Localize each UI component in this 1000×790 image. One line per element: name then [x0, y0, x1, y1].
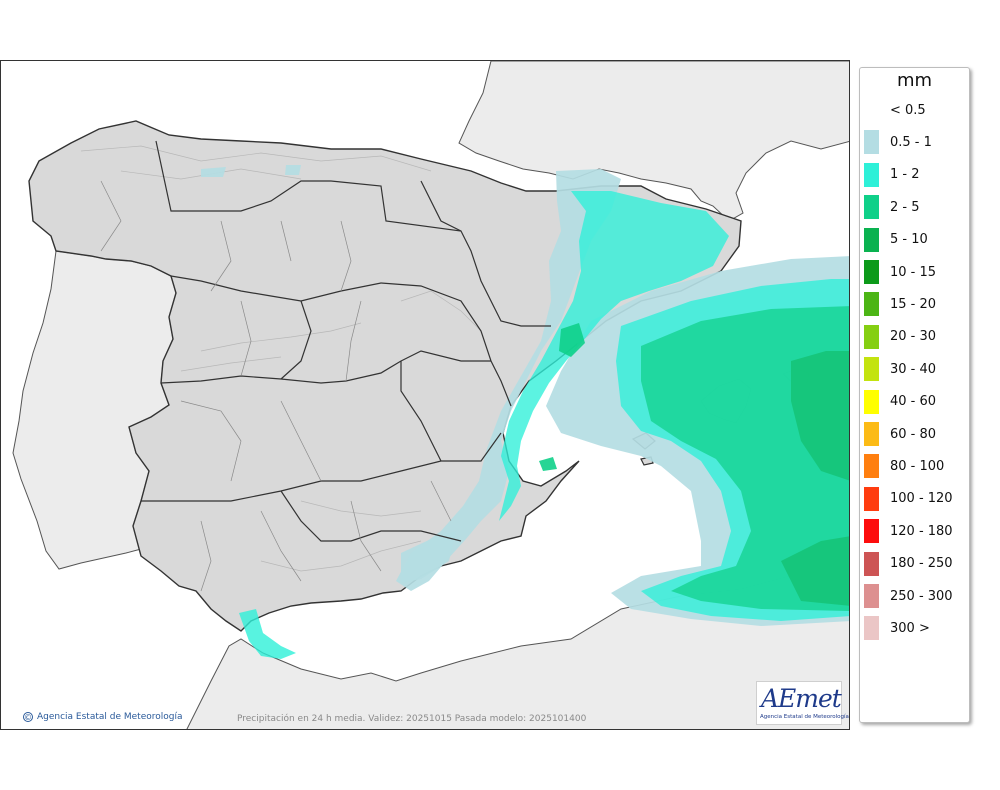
- precip-1-2-coast: [499, 191, 729, 521]
- legend-row: 1 - 2: [864, 162, 920, 187]
- legend-row: 180 - 250: [864, 551, 953, 576]
- legend-label: 20 - 30: [890, 329, 937, 345]
- aemet-logo: AEmet Agencia Estatal de Meteorología: [756, 681, 849, 725]
- legend-label: 300 >: [890, 620, 930, 636]
- precipitation-legend: mm < 0.5 0.5 - 1 1 - 2 2 - 5 5 - 10 10 - 15 15…: [859, 67, 970, 723]
- precipitation-overlay: [201, 165, 849, 659]
- legend-swatch: [864, 357, 879, 382]
- legend-row: 2 - 5: [864, 195, 920, 220]
- precip-2-5-sea: [641, 306, 849, 611]
- legend-swatch: [864, 389, 879, 414]
- aemet-credit: © Agencia Estatal de Meteorología: [23, 712, 183, 722]
- precip-almeria: [401, 531, 456, 583]
- legend-swatch: [864, 486, 879, 511]
- legend-label: 15 - 20: [890, 296, 937, 312]
- precip-2-5-east: [791, 351, 849, 481]
- legend-row: 5 - 10: [864, 227, 928, 252]
- legend-row: 40 - 60: [864, 389, 937, 414]
- legend-row: < 0.5: [864, 98, 926, 122]
- legend-units: mm: [896, 70, 933, 91]
- legend-label: 120 - 180: [890, 523, 953, 539]
- legend-swatch: [864, 551, 879, 576]
- legend-label: 30 - 40: [890, 361, 937, 377]
- legend-label: 0.5 - 1: [890, 134, 932, 150]
- legend-label: 60 - 80: [890, 426, 937, 442]
- legend-row: 0.5 - 1: [864, 130, 932, 155]
- map-canvas: [1, 61, 849, 729]
- legend-swatch: [864, 98, 879, 122]
- legend-swatch: [864, 227, 879, 252]
- legend-label: 1 - 2: [890, 167, 920, 183]
- precip-2-5-south: [781, 536, 849, 606]
- legend-label: 10 - 15: [890, 264, 937, 280]
- precip-north: [201, 165, 301, 177]
- legend-swatch: [864, 584, 879, 608]
- legend-swatch: [864, 454, 879, 479]
- legend-swatch: [864, 422, 879, 446]
- map-footer-caption: Precipitación en 24 h media. Validez: 20…: [237, 714, 587, 724]
- legend-row: 30 - 40: [864, 357, 937, 382]
- legend-swatch: [864, 616, 879, 641]
- legend-row: 10 - 15: [864, 260, 936, 284]
- legend-row: 120 - 180: [864, 519, 953, 544]
- precip-gibraltar: [239, 609, 296, 659]
- precipitation-map: © Agencia Estatal de Meteorología Precip…: [0, 60, 850, 730]
- logo-wordmark: AEmet: [761, 684, 842, 713]
- admin-boundaries: [100, 140, 551, 592]
- legend-label: 2 - 5: [890, 199, 920, 215]
- legend-row: 15 - 20: [864, 292, 937, 317]
- legend-swatch: [864, 519, 879, 544]
- legend-row: 20 - 30: [864, 324, 937, 349]
- logo-subtitle: Agencia Estatal de Meteorología: [760, 714, 849, 720]
- credit-text: Agencia Estatal de Meteorología: [37, 712, 183, 722]
- copyright-icon: ©: [23, 712, 33, 722]
- france-land: [458, 61, 849, 222]
- legend-label: 5 - 10: [890, 232, 928, 248]
- legend-swatch: [864, 324, 879, 349]
- legend-row: 100 - 120: [864, 486, 953, 511]
- legend-label: 180 - 250: [890, 556, 953, 572]
- legend-label: 40 - 60: [890, 394, 937, 410]
- legend-swatch: [864, 292, 879, 317]
- precip-2-5-valencia: [559, 323, 585, 357]
- legend-label: 80 - 100: [890, 458, 945, 474]
- legend-row: 250 - 300: [864, 584, 953, 608]
- legend-swatch: [864, 195, 879, 220]
- precip-2-5-alicante: [539, 457, 557, 471]
- legend-swatch: [864, 130, 879, 155]
- legend-row: 80 - 100: [864, 454, 945, 479]
- legend-swatch: [864, 260, 879, 284]
- legend-swatch: [864, 162, 879, 187]
- legend-row: 300 >: [864, 616, 930, 641]
- legend-label: 100 - 120: [890, 491, 953, 507]
- legend-label: < 0.5: [890, 102, 926, 118]
- legend-row: 60 - 80: [864, 422, 936, 446]
- precip-0-5-1-coast: [396, 169, 621, 591]
- legend-label: 250 - 300: [890, 588, 953, 604]
